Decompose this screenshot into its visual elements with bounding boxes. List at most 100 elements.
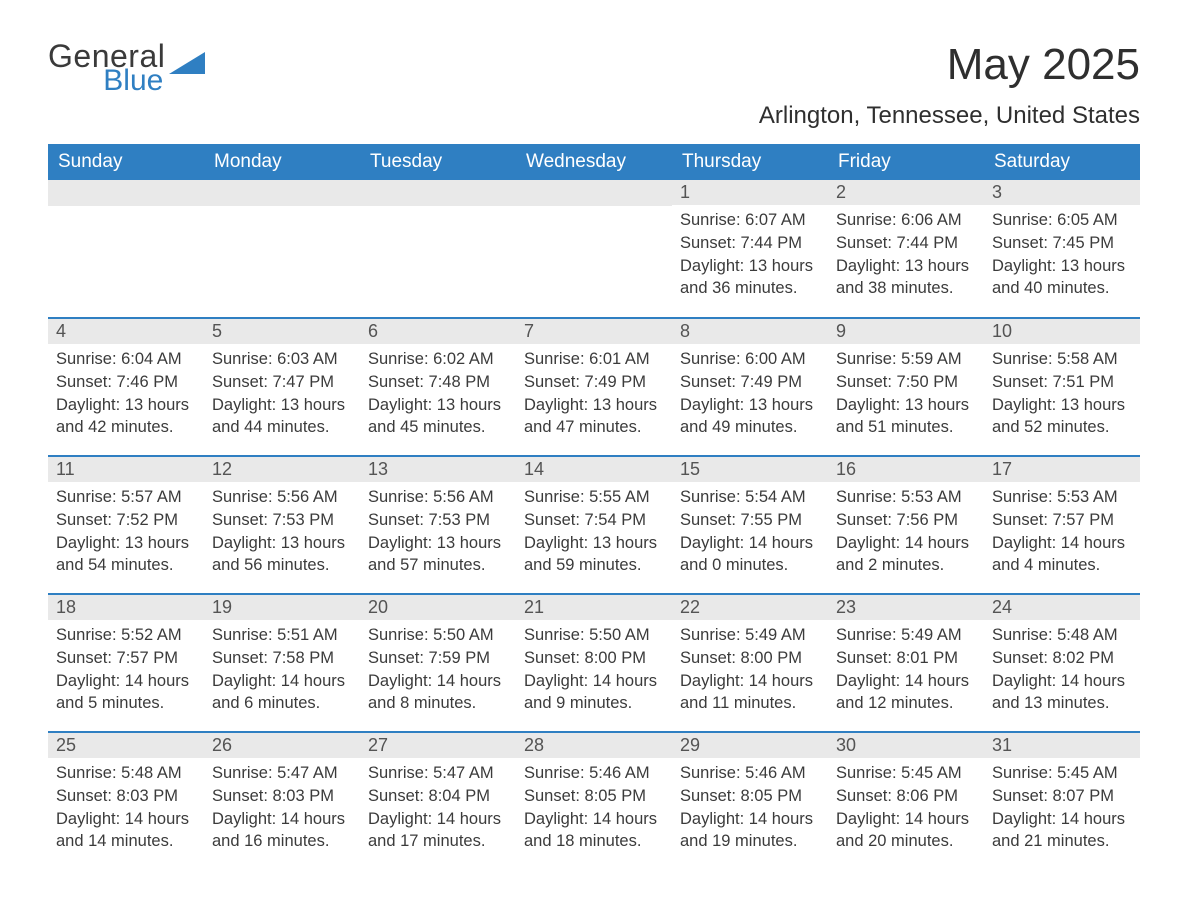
sunrise-text: Sunrise: 5:52 AM: [56, 624, 196, 647]
daylight-text: Daylight: 13 hours and 44 minutes.: [212, 394, 352, 440]
sunset-text: Sunset: 8:03 PM: [56, 785, 196, 808]
weekday-header-row: SundayMondayTuesdayWednesdayThursdayFrid…: [48, 144, 1140, 180]
day-number: 27: [360, 733, 516, 758]
sunrise-text: Sunrise: 6:00 AM: [680, 348, 820, 371]
day-details: [360, 206, 516, 216]
sunrise-text: Sunrise: 6:02 AM: [368, 348, 508, 371]
calendar-day-cell: [516, 180, 672, 318]
day-details: Sunrise: 5:48 AMSunset: 8:03 PMDaylight:…: [48, 758, 204, 859]
calendar-day-cell: 2Sunrise: 6:06 AMSunset: 7:44 PMDaylight…: [828, 180, 984, 318]
sunrise-text: Sunrise: 6:04 AM: [56, 348, 196, 371]
day-details: Sunrise: 5:45 AMSunset: 8:07 PMDaylight:…: [984, 758, 1140, 859]
sunrise-text: Sunrise: 5:51 AM: [212, 624, 352, 647]
calendar-day-cell: 13Sunrise: 5:56 AMSunset: 7:53 PMDayligh…: [360, 456, 516, 594]
page-title: May 2025: [947, 40, 1140, 90]
calendar-day-cell: 10Sunrise: 5:58 AMSunset: 7:51 PMDayligh…: [984, 318, 1140, 456]
daylight-text: Daylight: 13 hours and 57 minutes.: [368, 532, 508, 578]
sunrise-text: Sunrise: 6:03 AM: [212, 348, 352, 371]
sunrise-text: Sunrise: 6:07 AM: [680, 209, 820, 232]
calendar-day-cell: 3Sunrise: 6:05 AMSunset: 7:45 PMDaylight…: [984, 180, 1140, 318]
sunrise-text: Sunrise: 5:49 AM: [680, 624, 820, 647]
daylight-text: Daylight: 13 hours and 59 minutes.: [524, 532, 664, 578]
daylight-text: Daylight: 14 hours and 4 minutes.: [992, 532, 1132, 578]
day-details: Sunrise: 5:53 AMSunset: 7:57 PMDaylight:…: [984, 482, 1140, 583]
day-details: Sunrise: 5:53 AMSunset: 7:56 PMDaylight:…: [828, 482, 984, 583]
sunset-text: Sunset: 7:49 PM: [680, 371, 820, 394]
day-number: 17: [984, 457, 1140, 482]
day-number: 31: [984, 733, 1140, 758]
weekday-header: Saturday: [984, 144, 1140, 180]
calendar-week-row: 4Sunrise: 6:04 AMSunset: 7:46 PMDaylight…: [48, 318, 1140, 456]
day-number: 10: [984, 319, 1140, 344]
sunrise-text: Sunrise: 5:47 AM: [368, 762, 508, 785]
sunset-text: Sunset: 7:57 PM: [56, 647, 196, 670]
day-number: 2: [828, 180, 984, 205]
sunset-text: Sunset: 7:53 PM: [368, 509, 508, 532]
sunset-text: Sunset: 8:02 PM: [992, 647, 1132, 670]
daylight-text: Daylight: 14 hours and 19 minutes.: [680, 808, 820, 854]
day-number: 18: [48, 595, 204, 620]
day-number: 20: [360, 595, 516, 620]
calendar-day-cell: 19Sunrise: 5:51 AMSunset: 7:58 PMDayligh…: [204, 594, 360, 732]
sunrise-text: Sunrise: 6:01 AM: [524, 348, 664, 371]
day-number: 22: [672, 595, 828, 620]
sunset-text: Sunset: 8:06 PM: [836, 785, 976, 808]
day-details: Sunrise: 5:54 AMSunset: 7:55 PMDaylight:…: [672, 482, 828, 583]
day-details: Sunrise: 6:00 AMSunset: 7:49 PMDaylight:…: [672, 344, 828, 445]
day-number: 24: [984, 595, 1140, 620]
calendar-day-cell: 29Sunrise: 5:46 AMSunset: 8:05 PMDayligh…: [672, 732, 828, 870]
day-number: [204, 180, 360, 206]
sunset-text: Sunset: 8:03 PM: [212, 785, 352, 808]
day-number: 26: [204, 733, 360, 758]
day-details: Sunrise: 6:05 AMSunset: 7:45 PMDaylight:…: [984, 205, 1140, 306]
sunset-text: Sunset: 7:47 PM: [212, 371, 352, 394]
day-details: [516, 206, 672, 216]
calendar-week-row: 11Sunrise: 5:57 AMSunset: 7:52 PMDayligh…: [48, 456, 1140, 594]
day-details: Sunrise: 5:49 AMSunset: 8:00 PMDaylight:…: [672, 620, 828, 721]
calendar-day-cell: 17Sunrise: 5:53 AMSunset: 7:57 PMDayligh…: [984, 456, 1140, 594]
calendar-week-row: 1Sunrise: 6:07 AMSunset: 7:44 PMDaylight…: [48, 180, 1140, 318]
sunset-text: Sunset: 7:44 PM: [680, 232, 820, 255]
calendar-day-cell: 22Sunrise: 5:49 AMSunset: 8:00 PMDayligh…: [672, 594, 828, 732]
day-details: Sunrise: 5:51 AMSunset: 7:58 PMDaylight:…: [204, 620, 360, 721]
day-details: Sunrise: 5:56 AMSunset: 7:53 PMDaylight:…: [204, 482, 360, 583]
day-number: 19: [204, 595, 360, 620]
calendar-week-row: 25Sunrise: 5:48 AMSunset: 8:03 PMDayligh…: [48, 732, 1140, 870]
daylight-text: Daylight: 14 hours and 8 minutes.: [368, 670, 508, 716]
day-details: Sunrise: 5:55 AMSunset: 7:54 PMDaylight:…: [516, 482, 672, 583]
daylight-text: Daylight: 14 hours and 18 minutes.: [524, 808, 664, 854]
day-number: [48, 180, 204, 206]
day-number: 11: [48, 457, 204, 482]
daylight-text: Daylight: 14 hours and 17 minutes.: [368, 808, 508, 854]
daylight-text: Daylight: 13 hours and 54 minutes.: [56, 532, 196, 578]
day-number: 23: [828, 595, 984, 620]
calendar-day-cell: 25Sunrise: 5:48 AMSunset: 8:03 PMDayligh…: [48, 732, 204, 870]
day-details: Sunrise: 5:46 AMSunset: 8:05 PMDaylight:…: [672, 758, 828, 859]
calendar-day-cell: 11Sunrise: 5:57 AMSunset: 7:52 PMDayligh…: [48, 456, 204, 594]
day-details: Sunrise: 5:47 AMSunset: 8:04 PMDaylight:…: [360, 758, 516, 859]
day-details: Sunrise: 5:50 AMSunset: 7:59 PMDaylight:…: [360, 620, 516, 721]
sunset-text: Sunset: 7:58 PM: [212, 647, 352, 670]
day-number: 1: [672, 180, 828, 205]
weekday-header: Friday: [828, 144, 984, 180]
day-details: Sunrise: 5:50 AMSunset: 8:00 PMDaylight:…: [516, 620, 672, 721]
day-number: 29: [672, 733, 828, 758]
sunset-text: Sunset: 7:57 PM: [992, 509, 1132, 532]
weekday-header: Wednesday: [516, 144, 672, 180]
day-number: 4: [48, 319, 204, 344]
day-number: 9: [828, 319, 984, 344]
day-details: Sunrise: 6:03 AMSunset: 7:47 PMDaylight:…: [204, 344, 360, 445]
sunrise-text: Sunrise: 6:06 AM: [836, 209, 976, 232]
day-details: Sunrise: 5:56 AMSunset: 7:53 PMDaylight:…: [360, 482, 516, 583]
daylight-text: Daylight: 14 hours and 21 minutes.: [992, 808, 1132, 854]
sunset-text: Sunset: 7:51 PM: [992, 371, 1132, 394]
calendar-day-cell: [360, 180, 516, 318]
sunset-text: Sunset: 7:50 PM: [836, 371, 976, 394]
day-number: 15: [672, 457, 828, 482]
calendar-day-cell: [204, 180, 360, 318]
daylight-text: Daylight: 14 hours and 6 minutes.: [212, 670, 352, 716]
day-number: 21: [516, 595, 672, 620]
day-details: Sunrise: 5:59 AMSunset: 7:50 PMDaylight:…: [828, 344, 984, 445]
weekday-header: Sunday: [48, 144, 204, 180]
daylight-text: Daylight: 14 hours and 11 minutes.: [680, 670, 820, 716]
